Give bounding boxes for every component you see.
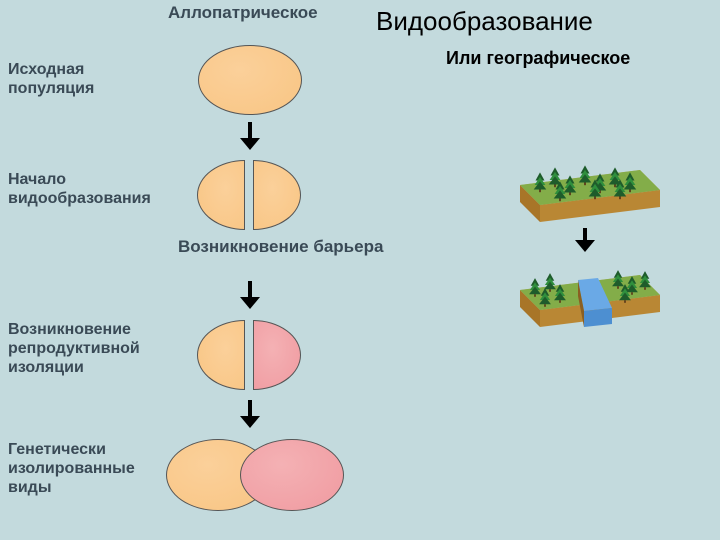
interlabel-barrier: Возникновение барьера	[178, 237, 383, 257]
arrow-1	[240, 122, 260, 150]
arrow-2	[240, 281, 260, 309]
row-label-4: Генетически изолированные виды	[8, 440, 135, 498]
terrain-illustration	[500, 130, 670, 340]
row-label-2: Начало видообразования	[8, 170, 151, 208]
arrow-3	[240, 400, 260, 428]
stage4-right-ellipse	[240, 439, 344, 511]
row-label-1: Исходная популяция	[8, 60, 94, 98]
stage1-population-ellipse	[198, 45, 302, 115]
subtitle: Или географическое	[446, 48, 630, 69]
row-label-3: Возникновение репродуктивной изоляции	[8, 320, 140, 378]
page-title: Видообразование	[376, 6, 593, 37]
column-header: Аллопатрическое	[168, 3, 318, 23]
